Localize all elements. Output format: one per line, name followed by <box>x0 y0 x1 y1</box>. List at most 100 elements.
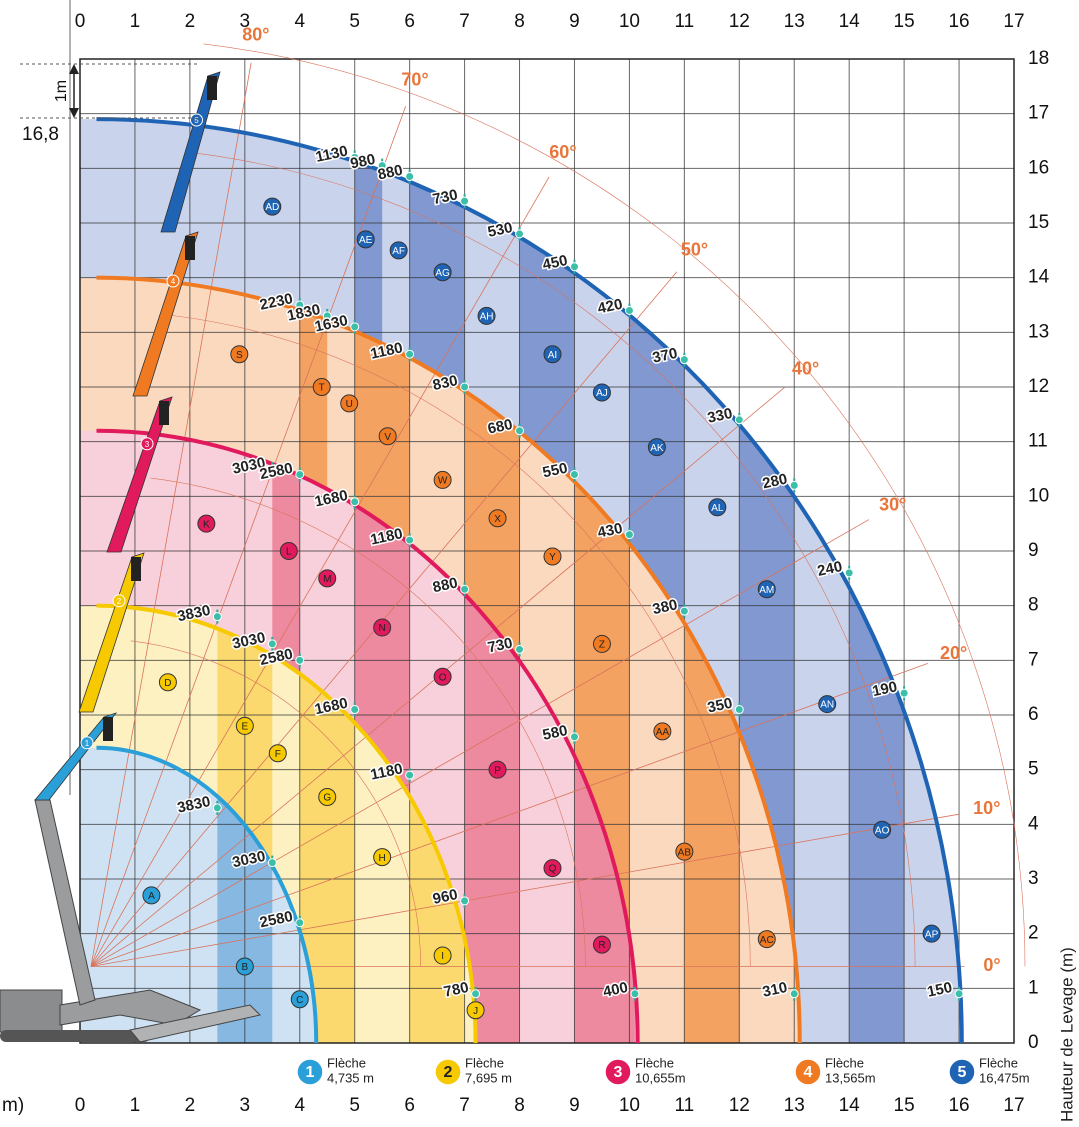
load-marker <box>460 584 470 594</box>
zone-marker <box>543 345 562 364</box>
zone-label: AP <box>925 929 939 940</box>
legend-number: 3 <box>614 1064 623 1081</box>
boom-envelope-outline <box>96 603 478 1044</box>
load-marker <box>679 606 689 616</box>
zone-marker <box>158 673 177 692</box>
zone-marker <box>488 509 507 528</box>
load-marker <box>267 464 277 474</box>
legend-length: 10,655m <box>635 1070 686 1085</box>
boom-section <box>78 552 145 713</box>
load-marker <box>789 989 799 999</box>
zone-label: AC <box>760 935 774 946</box>
load-marker <box>679 355 689 365</box>
zone-label: AB <box>678 847 692 858</box>
legend-length: 13,565m <box>825 1070 876 1085</box>
load-marker <box>405 535 415 545</box>
zone-marker <box>675 842 694 861</box>
legend-name: Flèche <box>979 1055 1018 1070</box>
boom-badge-number: 2 <box>117 597 122 606</box>
zone-label: R <box>598 940 605 951</box>
zone-label: N <box>379 623 386 634</box>
boom-badge <box>166 274 180 288</box>
x-tick-label: 6 <box>404 1095 415 1116</box>
zone-label: L <box>286 547 292 558</box>
boom-section <box>132 231 199 397</box>
x-tick-label: 10 <box>619 11 640 32</box>
zone-marker <box>318 569 337 588</box>
boom-badge-number: 4 <box>171 277 176 286</box>
load-marker <box>267 858 277 868</box>
legend-number: 5 <box>958 1064 967 1081</box>
load-marker <box>377 161 387 171</box>
zone-label: AE <box>359 235 373 246</box>
y-tick-label: 14 <box>1028 267 1050 288</box>
load-marker <box>460 196 470 206</box>
load-label: 350 <box>706 695 734 717</box>
arrow-head <box>69 64 79 74</box>
load-marker <box>789 480 799 490</box>
zone-marker <box>818 695 837 714</box>
zone-marker <box>592 935 611 954</box>
angle-label: 50° <box>681 240 708 260</box>
zone-marker <box>592 634 611 653</box>
zone-label: Y <box>549 552 556 563</box>
x-tick-label: 11 <box>674 1095 694 1116</box>
load-marker <box>630 989 640 999</box>
zone-marker <box>279 542 298 560</box>
load-label: 450 <box>541 252 569 274</box>
zone-label: AG <box>435 268 450 279</box>
angle-label: 10° <box>973 798 1000 818</box>
zone-label: X <box>494 514 501 525</box>
zone-label: T <box>319 383 325 394</box>
load-marker <box>899 688 909 698</box>
zone-marker <box>477 306 496 325</box>
legend-swatch <box>948 1058 976 1086</box>
zone-marker <box>373 848 392 867</box>
zone-label: AH <box>480 312 494 323</box>
legend-swatch <box>434 1058 462 1086</box>
zone-label: AD <box>265 202 279 213</box>
y-tick-label: 0 <box>1028 1032 1039 1053</box>
y-tick-label: 11 <box>1028 431 1048 452</box>
load-marker <box>350 152 360 162</box>
x-tick-label: 14 <box>839 1095 861 1116</box>
zone-label: U <box>346 399 353 410</box>
x-tick-label: 15 <box>894 1095 915 1116</box>
x-tick-label: 9 <box>569 1095 580 1116</box>
load-marker <box>350 705 360 715</box>
load-marker <box>295 300 305 310</box>
zone-label: E <box>241 722 248 733</box>
y-tick-label: 2 <box>1028 923 1039 944</box>
angle-arc <box>170 314 751 967</box>
x-tick-label: 5 <box>349 1095 360 1116</box>
load-marker <box>954 989 964 999</box>
boom-badge-number: 5 <box>194 116 199 125</box>
legend-name: Flèche <box>825 1055 864 1070</box>
load-marker <box>569 262 579 272</box>
zone-label: C <box>296 995 303 1006</box>
zone-label: I <box>441 951 444 962</box>
load-marker <box>212 612 222 622</box>
x-tick-label: 4 <box>294 11 305 32</box>
angle-line <box>90 813 960 967</box>
zone-marker <box>290 990 309 1009</box>
zone-label: AF <box>392 246 405 257</box>
x-tick-label: 6 <box>404 11 415 32</box>
dimension-annotation: 1m <box>53 80 70 102</box>
angle-line <box>90 62 252 967</box>
zone-marker <box>235 716 254 735</box>
legend-length: 4,735 m <box>327 1070 374 1085</box>
zone-label: J <box>473 1006 478 1017</box>
zone-marker <box>433 946 452 965</box>
zone-marker <box>263 197 282 216</box>
load-marker <box>322 311 332 321</box>
plot-border <box>79 58 1015 1044</box>
load-marker <box>734 415 744 425</box>
zone-label: Z <box>599 640 605 651</box>
arrow-head <box>69 108 79 118</box>
legend-name: Flèche <box>465 1055 504 1070</box>
zone-label: Q <box>549 864 557 875</box>
y-tick-label: 13 <box>1028 321 1049 342</box>
zone-label: AA <box>656 727 670 738</box>
